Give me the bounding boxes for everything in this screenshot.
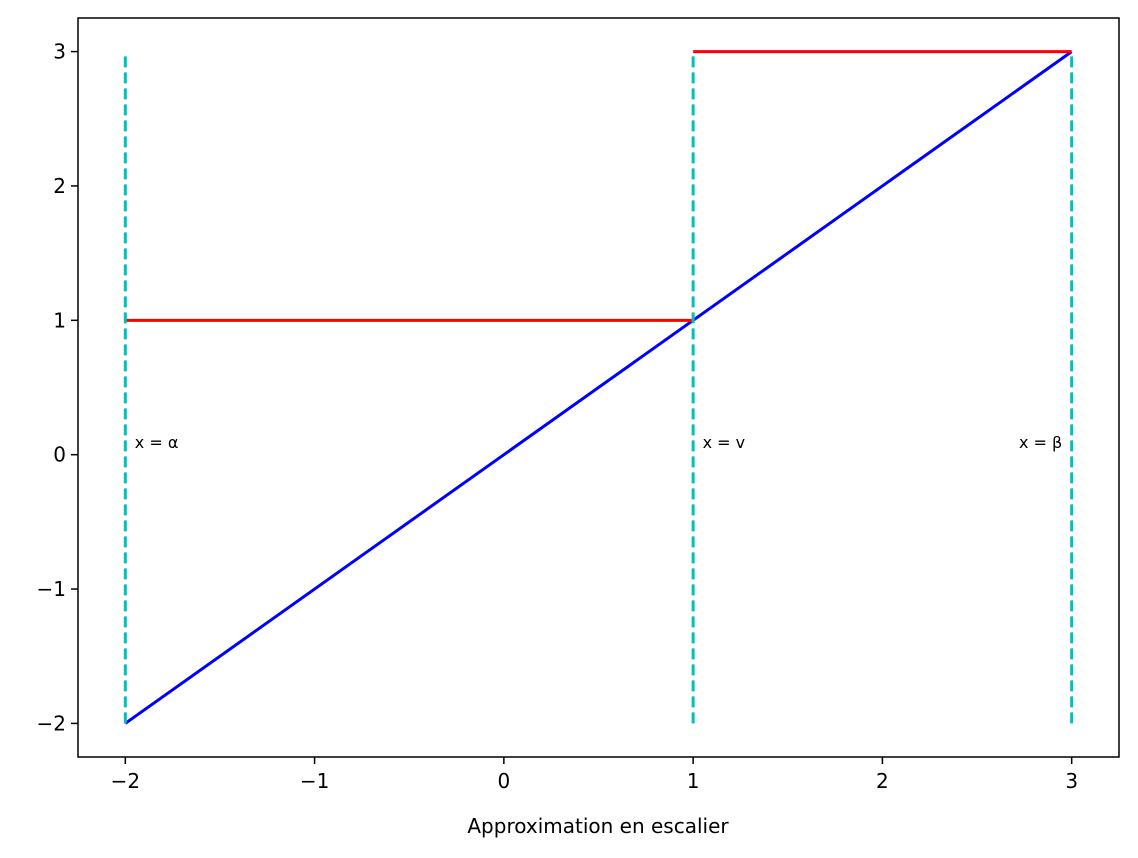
x-tick-label: 3 (1065, 769, 1078, 793)
x-axis-ticks: −2 −1 0 1 2 3 (111, 757, 1078, 793)
annotation-2: x = β (1019, 433, 1062, 452)
y-tick-label: −2 (37, 711, 66, 735)
x-tick-label: 0 (497, 769, 510, 793)
x-tick-label: 2 (876, 769, 889, 793)
x-tick-label: −1 (300, 769, 329, 793)
y-tick-label: 0 (53, 443, 66, 467)
annotation-0: x = α (135, 433, 179, 452)
annotation-1: x = v (703, 433, 746, 452)
series-line-0 (124, 50, 1073, 725)
series-layer (123, 50, 1074, 725)
y-tick-label: −1 (37, 577, 66, 601)
x-tick-label: 1 (687, 769, 700, 793)
y-tick-label: 3 (53, 40, 66, 64)
x-axis-label: Approximation en escalier (467, 814, 729, 838)
y-tick-label: 1 (53, 308, 66, 332)
y-tick-label: 2 (53, 174, 66, 198)
plot-frame (77, 17, 1120, 758)
y-axis-ticks: −2 −1 0 1 2 3 (37, 40, 78, 735)
annotation-layer: x = α x = v x = β (135, 433, 1062, 452)
x-tick-label: −2 (111, 769, 140, 793)
